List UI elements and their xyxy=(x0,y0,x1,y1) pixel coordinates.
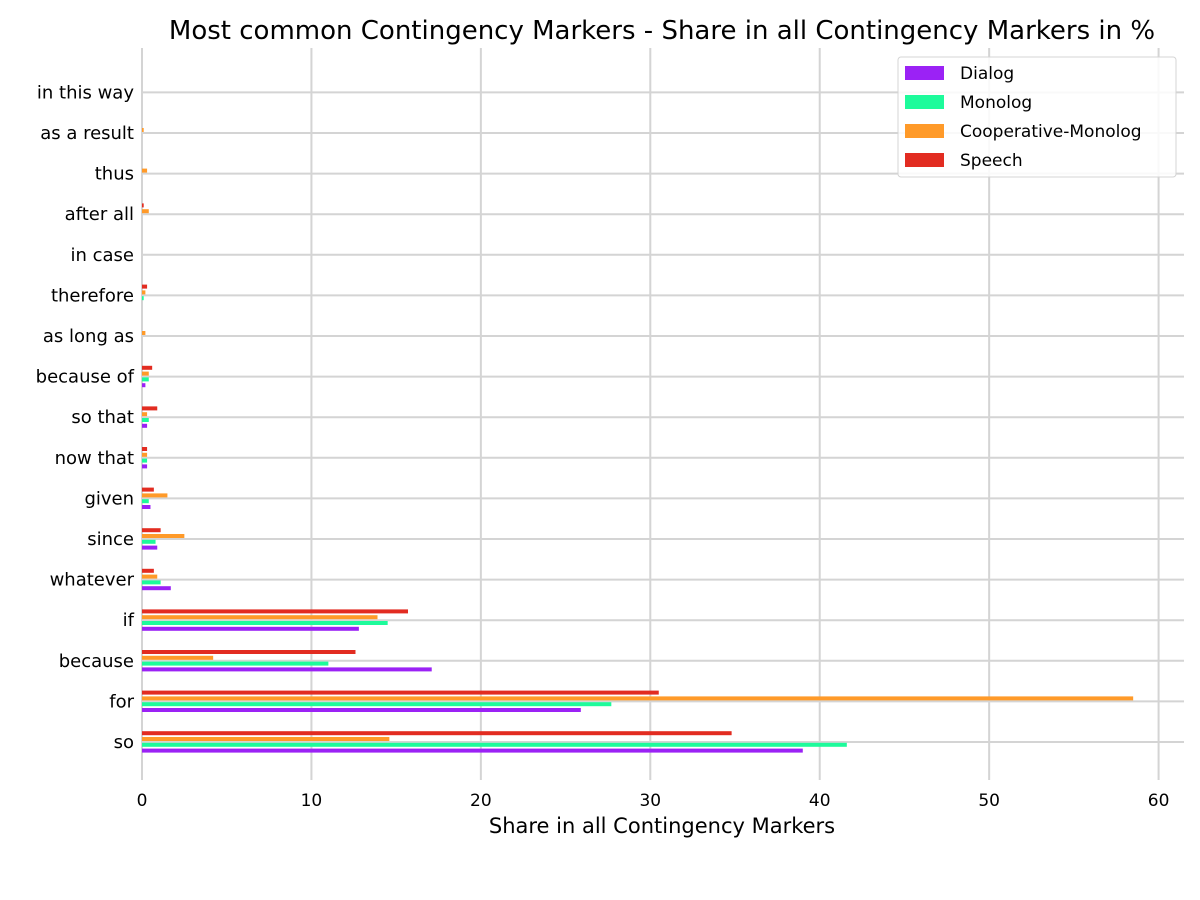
bar-speech xyxy=(142,406,158,411)
category-label: because of xyxy=(36,367,135,388)
category-label: because xyxy=(59,651,134,672)
bar-cooperative-monolog xyxy=(142,696,1134,701)
bar-monolog xyxy=(142,580,161,585)
bar-speech xyxy=(142,447,148,451)
category-label: as long as xyxy=(43,326,134,347)
category-label: for xyxy=(109,691,134,712)
bar-speech xyxy=(142,284,148,289)
category-label: thus xyxy=(95,164,134,185)
category-label: after all xyxy=(65,204,134,225)
x-axis-label: Share in all Contingency Markers xyxy=(489,814,835,838)
category-label: as a result xyxy=(40,123,134,144)
bar-dialog xyxy=(142,708,581,712)
bar-dialog xyxy=(142,505,151,509)
x-axis-ticks: 0 10 20 30 40 50 60 xyxy=(137,791,1170,811)
bar-dialog xyxy=(142,545,158,550)
bar-speech xyxy=(142,650,356,654)
bar-cooperative-monolog xyxy=(142,493,168,498)
bar-cooperative-monolog xyxy=(142,128,144,132)
bar-speech xyxy=(142,568,154,573)
bar-cooperative-monolog xyxy=(142,331,146,335)
bar-speech xyxy=(142,731,732,736)
bar-monolog xyxy=(142,742,847,747)
legend-swatch xyxy=(905,66,944,80)
legend-swatch xyxy=(905,95,944,109)
category-label: so that xyxy=(71,407,134,428)
bar-cooperative-monolog xyxy=(142,209,149,214)
bar-speech xyxy=(142,528,161,533)
bar-cooperative-monolog xyxy=(142,452,148,457)
bar-cooperative-monolog xyxy=(142,534,185,538)
bar-dialog xyxy=(142,383,146,388)
legend-label: Speech xyxy=(960,151,1023,171)
x-tick-label: 40 xyxy=(809,791,831,811)
bar-cooperative-monolog xyxy=(142,168,148,173)
y-axis-categories: so for because if whatever since given now that… xyxy=(36,82,135,753)
bar-cooperative-monolog xyxy=(142,290,146,295)
bar-cooperative-monolog xyxy=(142,412,148,417)
category-label: in case xyxy=(70,245,134,266)
bar-monolog xyxy=(142,377,149,382)
bar-monolog xyxy=(142,702,612,707)
bar-dialog xyxy=(142,626,359,631)
chart-title: Most common Contingency Markers - Share … xyxy=(169,16,1155,46)
bars xyxy=(142,128,1134,753)
bar-cooperative-monolog xyxy=(142,371,149,376)
legend: Dialog Monolog Cooperative-Monolog Speech xyxy=(897,56,1177,178)
category-label: whatever xyxy=(50,570,135,591)
bar-speech xyxy=(142,365,153,370)
legend-label: Monolog xyxy=(960,93,1032,113)
bar-monolog xyxy=(142,661,329,666)
bar-cooperative-monolog xyxy=(142,655,214,660)
legend-label: Dialog xyxy=(960,64,1014,84)
category-label: now that xyxy=(55,448,134,469)
x-tick-label: 20 xyxy=(470,791,492,811)
legend-swatch xyxy=(905,124,944,138)
category-label: so xyxy=(114,732,134,753)
bar-monolog xyxy=(142,418,149,422)
category-label: given xyxy=(84,488,134,509)
x-tick-label: 10 xyxy=(301,791,323,811)
bar-cooperative-monolog xyxy=(142,615,378,620)
category-label: since xyxy=(87,529,134,550)
bar-monolog xyxy=(142,621,388,625)
x-tick-label: 30 xyxy=(639,791,661,811)
bar-dialog xyxy=(142,586,171,591)
bar-monolog xyxy=(142,296,144,301)
category-label: in this way xyxy=(37,82,134,103)
x-tick-label: 50 xyxy=(978,791,1000,811)
bar-monolog xyxy=(142,458,148,463)
bar-cooperative-monolog xyxy=(142,737,390,741)
legend-label: Cooperative-Monolog xyxy=(960,122,1142,142)
legend-swatch xyxy=(905,153,944,167)
bar-dialog xyxy=(142,667,432,672)
bar-monolog xyxy=(142,539,156,544)
bar-dialog xyxy=(142,464,148,469)
bar-speech xyxy=(142,203,144,208)
bar-dialog xyxy=(142,423,148,428)
bar-dialog xyxy=(142,748,803,753)
x-tick-label: 60 xyxy=(1148,791,1170,811)
bar-speech xyxy=(142,487,154,492)
bar-speech xyxy=(142,609,409,614)
bar-monolog xyxy=(142,499,149,504)
category-label: therefore xyxy=(51,285,134,306)
category-label: if xyxy=(123,610,135,631)
legend-box xyxy=(897,56,1177,178)
bar-cooperative-monolog xyxy=(142,574,158,579)
x-tick-label: 0 xyxy=(137,791,148,811)
bar-speech xyxy=(142,690,659,695)
